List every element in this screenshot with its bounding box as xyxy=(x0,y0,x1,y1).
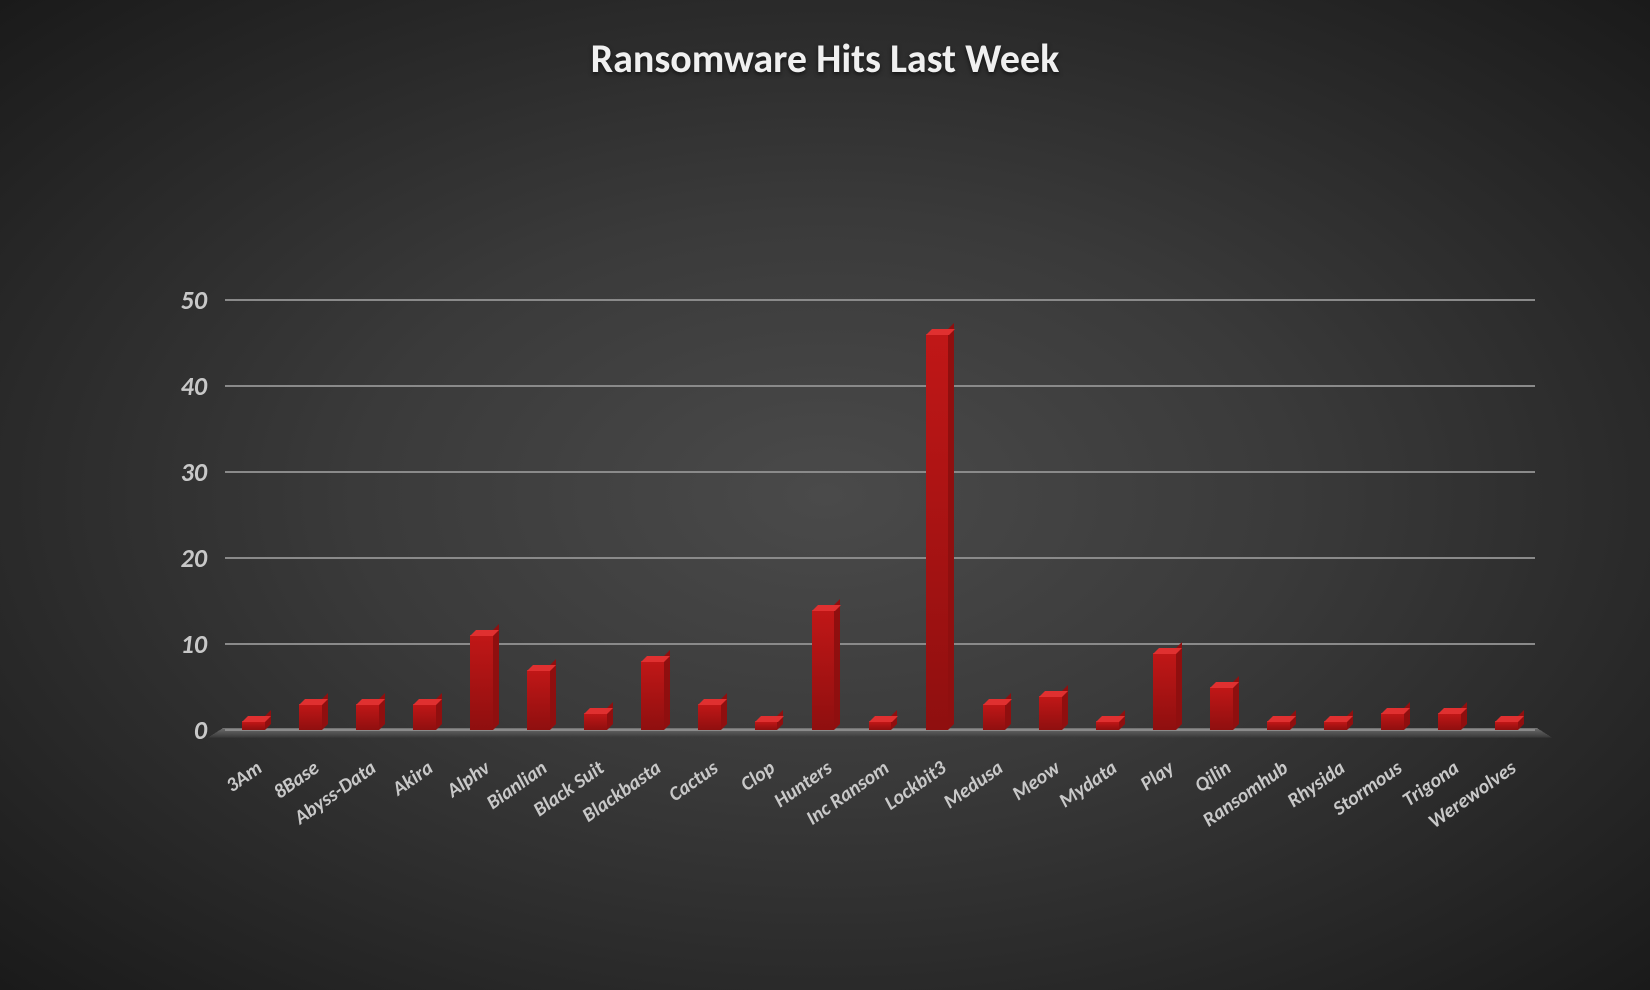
bar xyxy=(299,704,322,730)
bar xyxy=(641,661,664,730)
bar-slot: 3Am xyxy=(225,300,282,730)
bar-slot: Trigona xyxy=(1421,300,1478,730)
bar xyxy=(869,721,892,730)
bar-slot: Qilin xyxy=(1193,300,1250,730)
bar-slot: Clop xyxy=(738,300,795,730)
bar xyxy=(1267,721,1290,730)
bar-slot: Play xyxy=(1136,300,1193,730)
bar-slot: Stormous xyxy=(1364,300,1421,730)
ytick-label: 30 xyxy=(181,456,225,488)
bar xyxy=(1039,696,1062,730)
ytick-label: 40 xyxy=(181,370,225,402)
bar-slot: Medusa xyxy=(965,300,1022,730)
bar xyxy=(983,704,1006,730)
bar xyxy=(242,721,265,730)
plot-area: 01020304050 3Am8BaseAbyss-DataAkiraAlphv… xyxy=(225,300,1535,730)
bar-slot: Bianlian xyxy=(510,300,567,730)
bar-slot: Blackbasta xyxy=(624,300,681,730)
bar-slot: Inc Ransom xyxy=(852,300,909,730)
bar xyxy=(413,704,436,730)
bar-slot: 8Base xyxy=(282,300,339,730)
bar xyxy=(527,670,550,730)
bar-slot: Ransomhub xyxy=(1250,300,1307,730)
bar-slot: Akira xyxy=(396,300,453,730)
bar xyxy=(1495,721,1518,730)
bar xyxy=(755,721,778,730)
bar-slot: Meow xyxy=(1022,300,1079,730)
bar xyxy=(926,334,949,730)
bar xyxy=(584,713,607,730)
ytick-label: 50 xyxy=(181,284,225,316)
bar xyxy=(1210,687,1233,730)
bar-slot: Black Suit xyxy=(567,300,624,730)
bar xyxy=(1153,653,1176,730)
ytick-label: 20 xyxy=(181,542,225,574)
bar-slot: Mydata xyxy=(1079,300,1136,730)
ytick-label: 0 xyxy=(194,714,225,746)
bar xyxy=(1096,721,1119,730)
bar-slot: Abyss-Data xyxy=(339,300,396,730)
bar xyxy=(1438,713,1461,730)
bars-container: 3Am8BaseAbyss-DataAkiraAlphvBianlianBlac… xyxy=(225,300,1535,730)
bar xyxy=(1324,721,1347,730)
bar xyxy=(812,610,835,730)
chart-area: 01020304050 3Am8BaseAbyss-DataAkiraAlphv… xyxy=(225,300,1535,730)
bar-slot: Cactus xyxy=(681,300,738,730)
bar xyxy=(470,635,493,730)
bar xyxy=(1381,713,1404,730)
bar-slot: Werewolves xyxy=(1478,300,1535,730)
bar-slot: Rhysida xyxy=(1307,300,1364,730)
chart-title: Ransomware Hits Last Week xyxy=(0,34,1650,83)
ytick-label: 10 xyxy=(181,628,225,660)
bar-slot: Lockbit3 xyxy=(908,300,965,730)
bar xyxy=(356,704,379,730)
bar-slot: Alphv xyxy=(453,300,510,730)
bar xyxy=(698,704,721,730)
bar-slot: Hunters xyxy=(795,300,852,730)
